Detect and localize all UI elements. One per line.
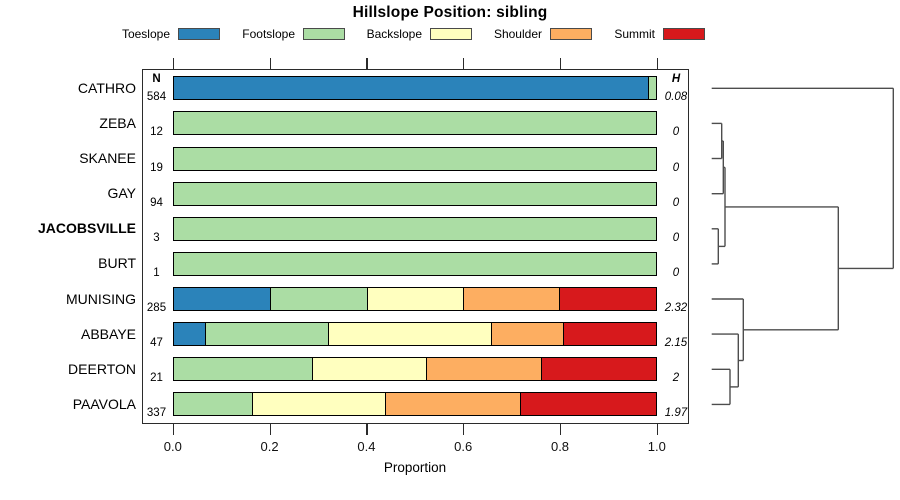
row-h-value: 0 [672,161,680,174]
row-h-value: 0 [672,231,680,244]
legend-swatch-backslope [430,28,472,40]
row-n-value: 12 [150,126,163,139]
row-label: MUNISING [66,290,136,307]
bar-segment-footslope [173,358,312,381]
bar-segment-footslope [173,147,656,170]
row-h-value: 2.32 [664,302,688,315]
x-top-tick [366,58,368,69]
x-top-tick [269,58,271,69]
row-n-value: 285 [146,302,167,315]
row-n-value: 1 [153,266,160,279]
legend-swatch-footslope [303,28,345,40]
stacked-bar [172,111,657,136]
row-label: BURT [98,255,136,272]
x-top-tick [560,58,562,69]
bar-segment-backslope [327,323,492,346]
row-n-value: 584 [146,91,167,104]
h-column-header: H [671,72,681,85]
bar-segment-footslope [173,252,656,275]
bar-segment-summit [541,358,656,381]
x-tick [366,423,368,435]
bar-segment-shoulder [462,288,560,311]
bar-segment-backslope [366,288,463,311]
x-tick-label: 0.8 [550,439,570,454]
row-label: SKANEE [79,150,136,167]
x-tick [656,423,659,435]
x-top-tick [463,58,465,69]
row-n-value: 3 [153,231,160,244]
x-top-tick [172,58,175,69]
legend-label: Toeslope [121,27,170,41]
row-n-value: 21 [150,372,163,385]
x-tick-label: 0.0 [163,439,182,454]
row-label: GAY [107,185,136,202]
x-tick-label: 0.4 [357,439,376,454]
row-h-value: 0.08 [664,91,688,104]
x-tick [463,423,465,435]
bar-segment-summit [563,323,656,346]
stacked-bar [172,287,657,312]
chart-title: Hillslope Position: sibling [352,4,548,21]
row-n-value: 94 [150,196,163,209]
bar-segment-toeslope [173,77,649,100]
stacked-bar [172,357,657,382]
stacked-bar [172,251,657,276]
bar-segment-shoulder [426,358,542,381]
bar-segment-footslope [173,112,656,135]
row-h-value: 0 [672,196,680,209]
x-top-tick [656,58,659,69]
row-n-value: 47 [150,337,163,350]
bar-segment-footslope [173,217,656,240]
bar-segment-footslope [204,323,328,346]
legend-label: Summit [614,27,655,41]
row-label: DEERTON [68,360,136,377]
bar-segment-footslope [270,288,367,311]
bar-segment-backslope [252,393,386,416]
legend-label: Footslope [242,27,295,41]
legend-label: Backslope [366,27,422,41]
x-tick [269,423,271,435]
row-h-value: 0 [672,266,680,279]
row-h-value: 1.97 [664,407,688,420]
stacked-bar [172,146,657,171]
stacked-bar [172,181,657,206]
legend-label: Shoulder [493,27,542,41]
bar-segment-backslope [311,358,427,381]
stacked-bar [172,216,657,241]
row-h-value: 2.15 [664,337,688,350]
row-label: JACOBSVILLE [37,220,136,237]
n-column-header: N [152,72,161,85]
stacked-bar [172,76,657,101]
row-label: CATHRO [77,79,136,96]
bar-segment-toeslope [173,323,205,346]
bar-segment-summit [559,288,656,311]
row-h-value: 0 [672,126,680,139]
stacked-bar [172,392,657,417]
x-tick-label: 1.0 [647,439,666,454]
bar-segment-shoulder [385,393,520,416]
x-tick [172,423,175,435]
legend-swatch-toeslope [178,28,220,40]
row-n-value: 337 [146,407,167,420]
bar-segment-toeslope [173,288,271,311]
x-axis-label: Proportion [383,460,447,475]
row-label: PAAVOLA [72,395,136,412]
bar-segment-footslope [173,182,656,205]
legend-swatch-shoulder [550,28,592,40]
x-tick [560,423,562,435]
plot-area [141,68,689,424]
row-n-value: 19 [150,161,163,174]
bar-segment-summit [519,393,656,416]
bar-segment-shoulder [491,323,564,346]
row-h-value: 2 [672,372,680,385]
bar-segment-footslope [173,393,253,416]
row-label: ABBAYE [81,325,136,342]
legend-swatch-summit [663,28,705,40]
x-tick-label: 0.2 [260,439,279,454]
x-tick-label: 0.6 [454,439,473,454]
row-label: ZEBA [99,114,136,131]
bar-segment-footslope [648,77,656,100]
stacked-bar [172,322,657,347]
